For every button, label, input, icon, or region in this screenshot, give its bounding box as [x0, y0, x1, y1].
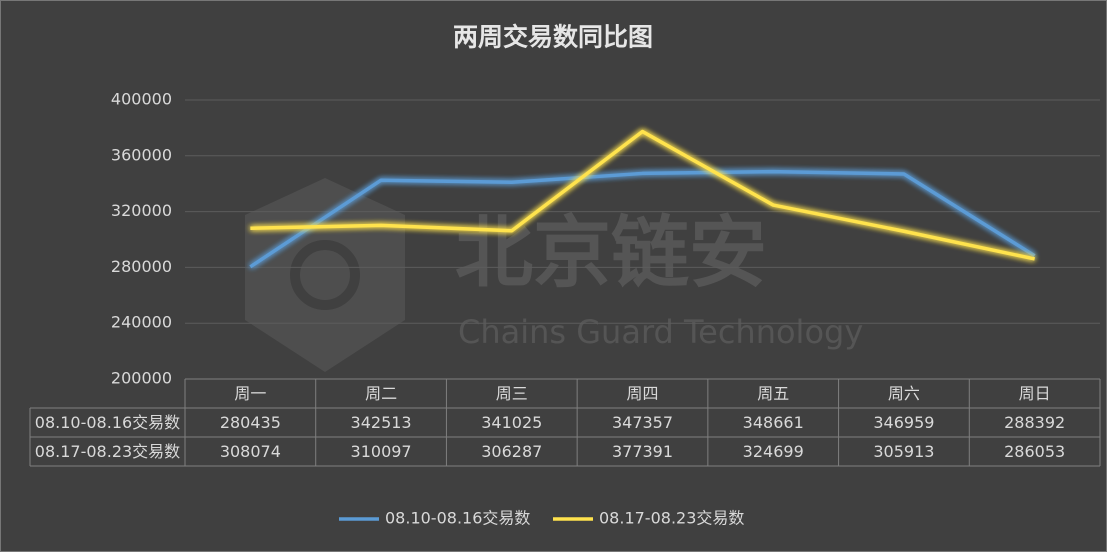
table-cell: 324699 [743, 442, 804, 461]
watermark-subtitle: Chains Guard Technology [458, 313, 863, 351]
x-tick-label: 周一 [234, 384, 266, 403]
table-cell: 342513 [351, 413, 412, 432]
table-cell: 310097 [351, 442, 412, 461]
x-tick-label: 周五 [757, 384, 789, 403]
y-tick-label: 240000 [111, 313, 172, 332]
watermark-icon [290, 240, 360, 310]
table-cell: 377391 [612, 442, 673, 461]
table-cell: 341025 [481, 413, 542, 432]
x-tick-label: 周六 [888, 384, 920, 403]
legend-label: 08.17-08.23交易数 [599, 509, 744, 528]
table-cell: 347357 [612, 413, 673, 432]
y-tick-label: 200000 [111, 369, 172, 388]
table-series-name: 08.17-08.23交易数 [35, 442, 180, 461]
y-tick-label: 360000 [111, 145, 172, 164]
legend: 08.10-08.16交易数 08.17-08.23交易数 [339, 509, 744, 528]
table-series-name: 08.10-08.16交易数 [35, 413, 180, 432]
watermark-brand: 北京链安 [455, 208, 767, 298]
table-cell: 305913 [873, 442, 934, 461]
series-line [249, 169, 1036, 269]
y-tick-label: 320000 [111, 201, 172, 220]
x-tick-label: 周四 [626, 384, 658, 403]
y-tick-label: 280000 [111, 257, 172, 276]
x-tick-label: 周日 [1019, 384, 1051, 403]
data-table: 周一 周二 周三 周四 周五 周六 周日 08.10-08.16交易数 280435 342513… [29, 378, 1101, 467]
chart-title: 两周交易数同比图 [453, 23, 653, 52]
series-line [250, 129, 1036, 261]
table-cell: 346959 [873, 413, 934, 432]
table-cell: 348661 [743, 413, 804, 432]
x-tick-label: 周三 [496, 384, 528, 403]
table-cell: 306287 [481, 442, 542, 461]
y-tick-label: 400000 [111, 90, 172, 109]
x-tick-label: 周二 [365, 384, 397, 403]
table-cell: 280435 [220, 413, 281, 432]
legend-label: 08.10-08.16交易数 [385, 509, 530, 528]
table-cell: 308074 [220, 442, 281, 461]
table-cell: 286053 [1004, 442, 1065, 461]
table-cell: 288392 [1004, 413, 1065, 432]
